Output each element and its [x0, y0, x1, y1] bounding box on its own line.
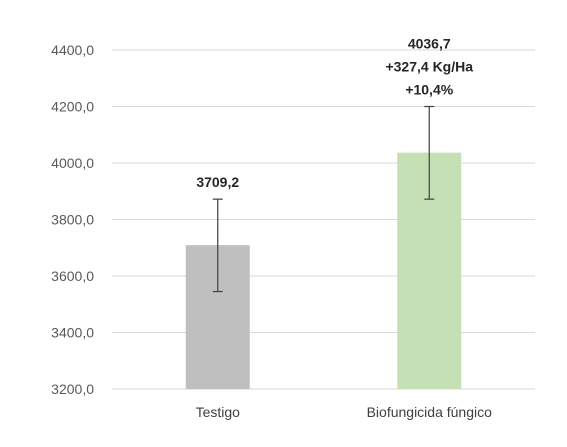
data-labels: 3709,2 4036,7 +327,4 Kg/Ha +10,4%: [196, 36, 473, 191]
data-label: +327,4 Kg/Ha: [385, 59, 473, 75]
y-tick-label: 4000,0: [51, 155, 94, 171]
y-tick-label: 4200,0: [51, 99, 94, 115]
data-label: 4036,7: [408, 36, 451, 52]
gridlines: [112, 49, 535, 390]
data-label: 3709,2: [196, 174, 239, 190]
y-axis-tick-labels: 3200,0 3400,0 3600,0 3800,0 4000,0 4200,0 4400…: [51, 42, 94, 397]
x-axis-category-labels: Testigo Biofungicida fúngico: [196, 404, 493, 420]
data-label: +10,4%: [405, 82, 453, 98]
y-tick-label: 3400,0: [51, 325, 94, 341]
y-tick-label: 3800,0: [51, 212, 94, 228]
y-tick-label: 3200,0: [51, 381, 94, 397]
x-category-label: Testigo: [196, 404, 241, 420]
y-tick-label: 3600,0: [51, 268, 94, 284]
error-bars: [212, 105, 435, 293]
y-tick-label: 4400,0: [51, 42, 94, 58]
x-category-label: Biofungicida fúngico: [367, 404, 493, 420]
